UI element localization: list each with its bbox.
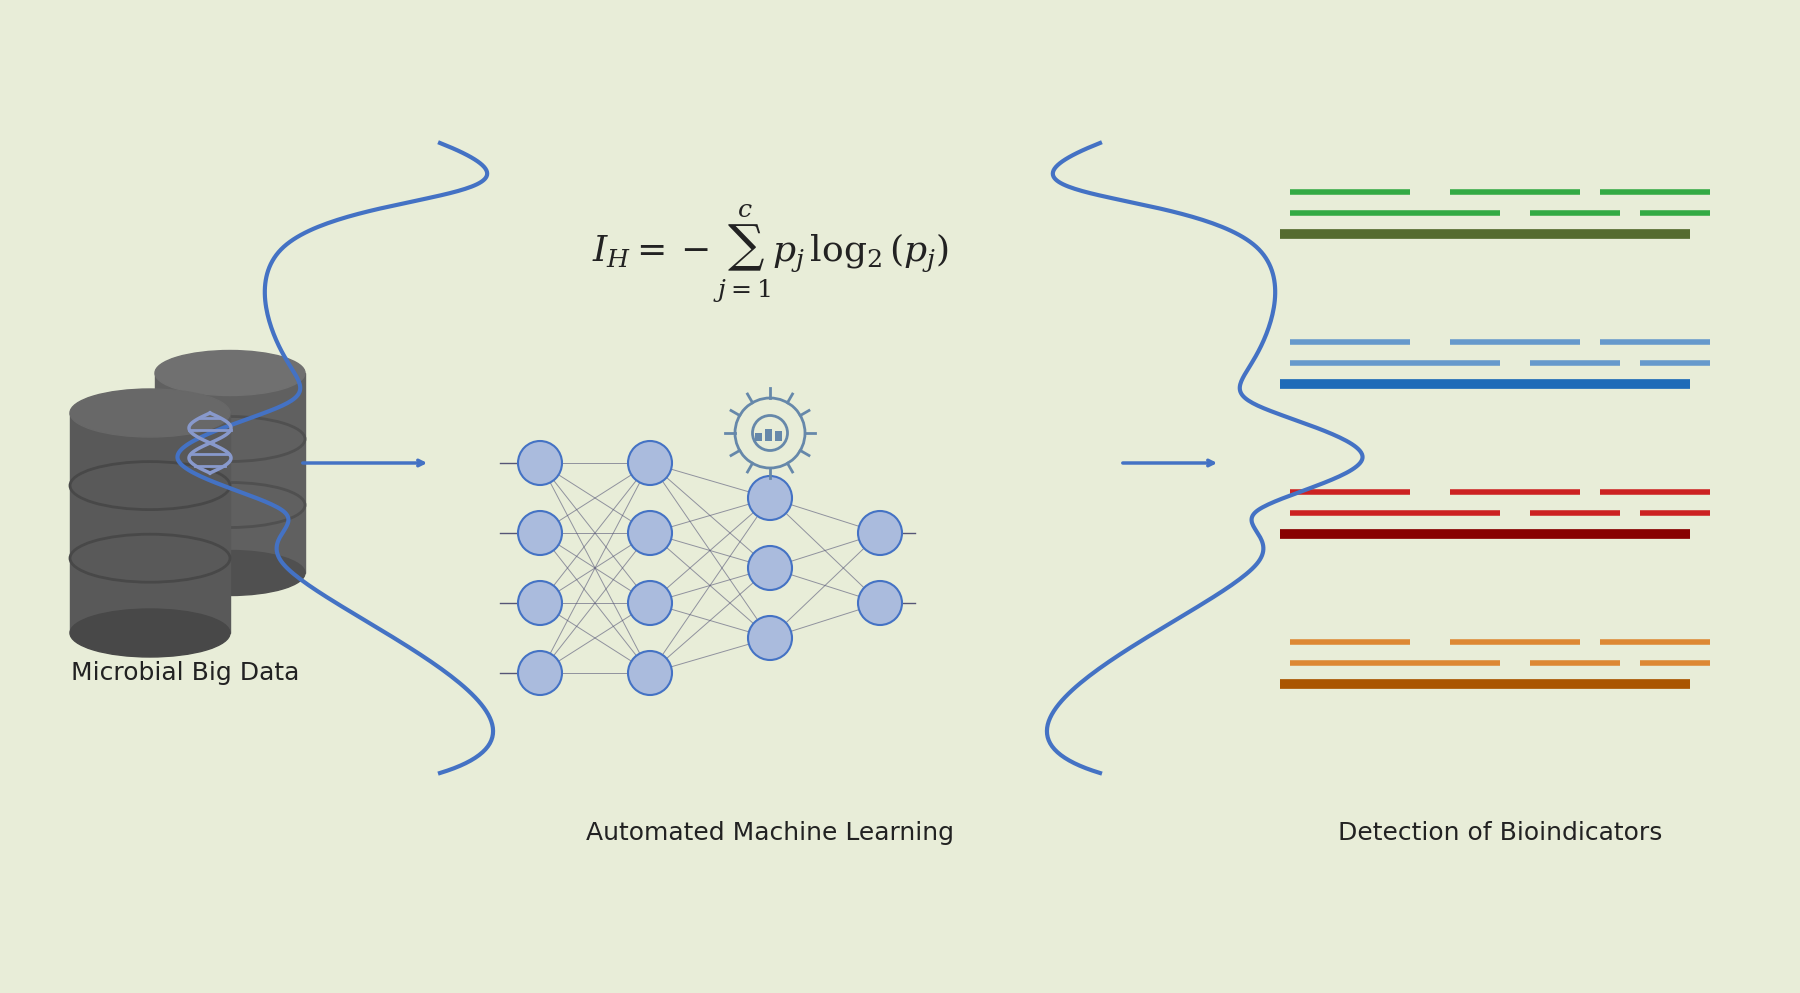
Text: Automated Machine Learning: Automated Machine Learning: [587, 821, 954, 845]
Text: Microbial Big Data: Microbial Big Data: [70, 661, 299, 685]
Circle shape: [628, 511, 671, 555]
Circle shape: [518, 581, 562, 625]
Circle shape: [859, 511, 902, 555]
Bar: [70, 413, 230, 633]
Bar: [754, 433, 761, 441]
Ellipse shape: [70, 389, 230, 437]
Ellipse shape: [155, 351, 304, 395]
Circle shape: [628, 581, 671, 625]
Circle shape: [518, 651, 562, 695]
Bar: [765, 429, 772, 441]
Circle shape: [628, 441, 671, 485]
Circle shape: [628, 651, 671, 695]
Text: Detection of Bioindicators: Detection of Bioindicators: [1337, 821, 1661, 845]
Circle shape: [749, 476, 792, 520]
Bar: [774, 431, 781, 441]
Circle shape: [518, 511, 562, 555]
Circle shape: [518, 441, 562, 485]
Ellipse shape: [70, 609, 230, 657]
Bar: [155, 373, 304, 573]
Circle shape: [859, 581, 902, 625]
Circle shape: [749, 546, 792, 590]
Circle shape: [749, 616, 792, 660]
Ellipse shape: [155, 550, 304, 596]
Text: $I_H = -\sum_{j=1}^{c} p_j\, \log_2(p_j)$: $I_H = -\sum_{j=1}^{c} p_j\, \log_2(p_j)…: [592, 203, 949, 304]
